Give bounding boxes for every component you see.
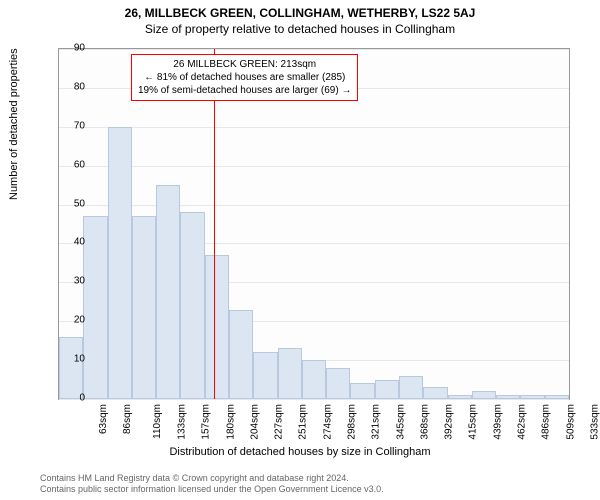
x-tick: 274sqm: [322, 404, 333, 440]
y-tick: 10: [61, 354, 85, 365]
histogram-bar: [83, 216, 107, 399]
histogram-bar: [326, 368, 350, 399]
x-tick: 180sqm: [225, 404, 236, 440]
footer-text: Contains HM Land Registry data © Crown c…: [40, 473, 384, 496]
annotation-box: 26 MILLBECK GREEN: 213sqm← 81% of detach…: [131, 54, 358, 101]
page-subtitle: Size of property relative to detached ho…: [0, 20, 600, 36]
y-tick: 20: [61, 315, 85, 326]
annotation-line: 26 MILLBECK GREEN: 213sqm: [138, 58, 351, 71]
gridline: [59, 127, 569, 128]
x-tick: 509sqm: [565, 404, 576, 440]
footer-line2: Contains public sector information licen…: [40, 484, 384, 496]
y-tick: 40: [61, 237, 85, 248]
histogram-bar: [108, 127, 132, 399]
x-axis-label: Distribution of detached houses by size …: [0, 446, 600, 458]
x-tick: 157sqm: [201, 404, 212, 440]
histogram-bar: [350, 383, 374, 399]
histogram-bar: [375, 380, 399, 399]
histogram-bar: [229, 310, 253, 399]
x-tick: 392sqm: [444, 404, 455, 440]
histogram-bar: [59, 337, 83, 399]
annotation-line: 19% of semi-detached houses are larger (…: [138, 84, 351, 97]
y-tick: 30: [61, 276, 85, 287]
histogram-bar: [399, 376, 423, 399]
histogram-bar: [180, 212, 204, 399]
footer-line1: Contains HM Land Registry data © Crown c…: [40, 473, 384, 485]
x-tick: 321sqm: [371, 404, 382, 440]
y-tick: 70: [61, 120, 85, 131]
histogram-bar: [472, 391, 496, 399]
histogram-bar: [496, 395, 520, 399]
x-tick: 251sqm: [298, 404, 309, 440]
histogram-bar: [132, 216, 156, 399]
gridline: [59, 166, 569, 167]
y-tick: 0: [61, 393, 85, 404]
gridline: [59, 205, 569, 206]
histogram-bar: [302, 360, 326, 399]
histogram-bar: [205, 255, 229, 399]
chart-area: 26 MILLBECK GREEN: 213sqm← 81% of detach…: [58, 48, 568, 398]
y-tick: 90: [61, 43, 85, 54]
gridline: [59, 399, 569, 400]
y-tick: 60: [61, 159, 85, 170]
annotation-line: ← 81% of detached houses are smaller (28…: [138, 71, 351, 84]
x-tick: 110sqm: [152, 404, 163, 439]
marker-line: [214, 49, 215, 399]
histogram-bar: [253, 352, 277, 399]
y-tick: 50: [61, 198, 85, 209]
x-tick: 133sqm: [177, 404, 188, 440]
histogram-bar: [448, 395, 472, 399]
histogram-bar: [156, 185, 180, 399]
histogram-bar: [545, 395, 569, 399]
x-tick: 86sqm: [122, 404, 133, 434]
x-tick: 368sqm: [419, 404, 430, 440]
x-tick: 486sqm: [541, 404, 552, 440]
x-tick: 227sqm: [274, 404, 285, 440]
y-tick: 80: [61, 81, 85, 92]
x-tick: 415sqm: [468, 404, 479, 440]
x-tick: 533sqm: [589, 404, 600, 440]
x-tick: 462sqm: [517, 404, 528, 440]
histogram-bar: [278, 348, 302, 399]
x-tick: 204sqm: [249, 404, 260, 440]
histogram-bar: [520, 395, 544, 399]
x-tick: 439sqm: [492, 404, 503, 440]
histogram-plot: 26 MILLBECK GREEN: 213sqm← 81% of detach…: [58, 48, 570, 400]
x-tick: 345sqm: [395, 404, 406, 440]
histogram-bar: [423, 387, 447, 399]
page-title: 26, MILLBECK GREEN, COLLINGHAM, WETHERBY…: [0, 0, 600, 20]
x-tick: 63sqm: [98, 404, 109, 434]
gridline: [59, 49, 569, 50]
y-axis-label: Number of detached properties: [8, 48, 20, 200]
x-tick: 298sqm: [347, 404, 358, 440]
